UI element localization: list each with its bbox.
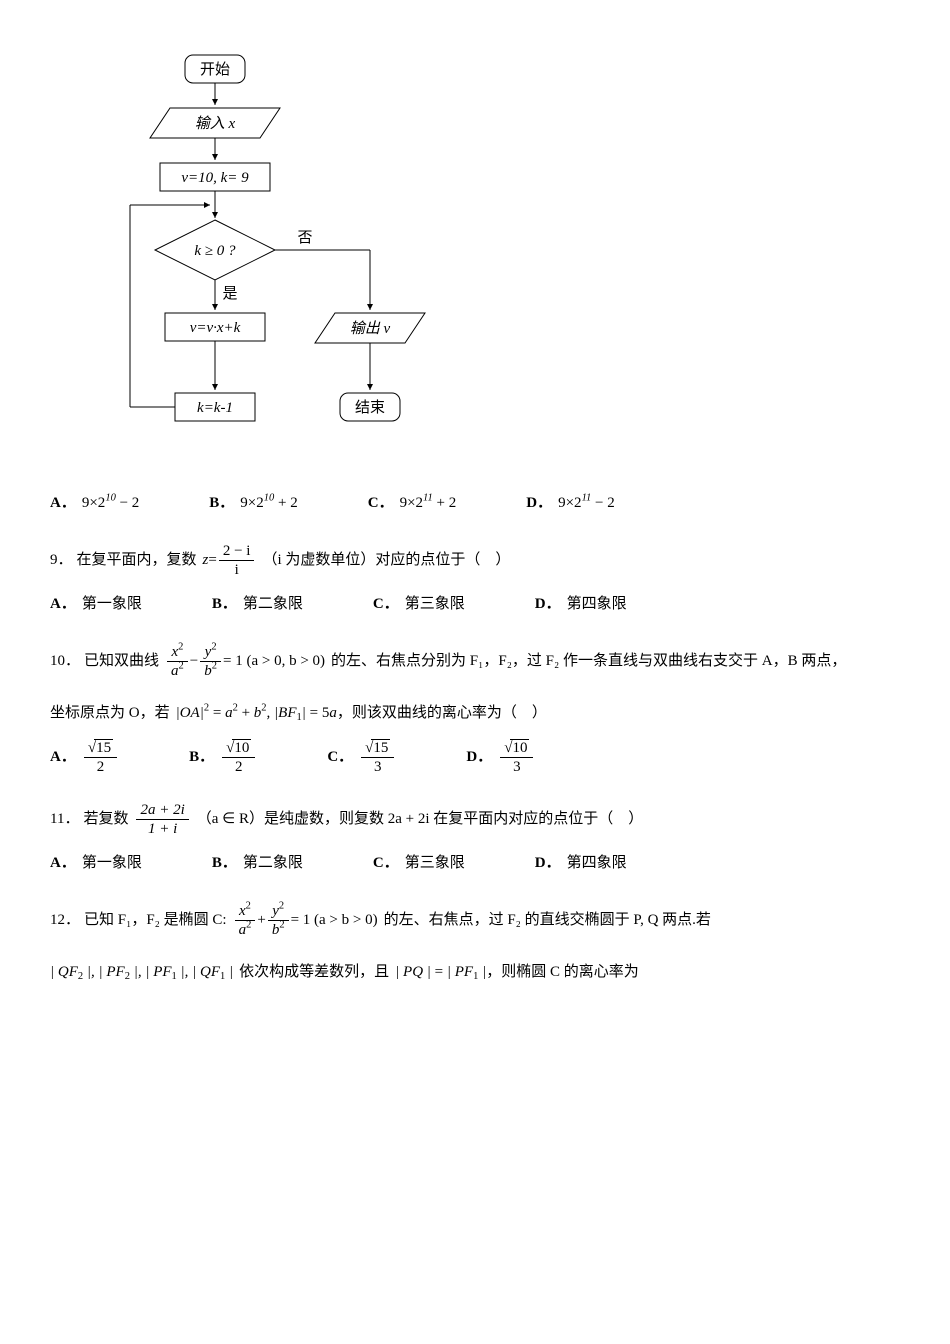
q11-opt-b: B．第二象限: [212, 850, 303, 877]
fc-dec: k=k-1: [197, 400, 233, 416]
q12-line1: 12． 已知 F₁，F₂ 是椭圆 C: x2 a2 + y2 b2 = 1 (a…: [50, 902, 900, 939]
q9-frac: 2 − i i: [219, 542, 255, 579]
q11: 11． 若复数 2a + 2i 1 + i （a ∈ R）是纯虚数，则复数 2a…: [50, 801, 900, 838]
fc-start: 开始: [200, 61, 230, 78]
fc-output: 输出 v: [350, 320, 391, 337]
q9-text-b: （i 为虚数单位）对应的点位于（ ）: [262, 547, 510, 574]
q12-num: 12．: [50, 907, 80, 934]
fc-yes: 是: [222, 286, 237, 302]
q11-opt-d: D．第四象限: [535, 850, 627, 877]
q11-text-a: 若复数: [83, 806, 128, 833]
fc-end: 结束: [355, 399, 385, 416]
q12-yfrac: y2 b2: [268, 902, 289, 939]
q9-opt-b: B．第二象限: [212, 591, 303, 618]
q9-num: 9．: [50, 547, 73, 574]
q12-text-b: 的左、右焦点，过 F₂ 的直线交椭圆于 P, Q 两点.若: [384, 907, 711, 934]
q8-opt-a: A． 9×210 − 2: [50, 490, 139, 517]
q10-text-b: 的左、右焦点分别为 F₁，F₂，过 F₂ 作一条直线与双曲线右支交于 A，B 两…: [331, 648, 846, 675]
q10-opt-b: B． √102: [189, 739, 257, 776]
q11-text-b: （a ∈ R）是纯虚数，则复数 2a + 2i 在复平面内对应的点位于（ ）: [197, 806, 644, 833]
q12-line2: | QF2 |, | PF2 |, | PF1 |, | QF1 | 依次构成等…: [50, 959, 900, 986]
q8-opt-d: D． 9×211 − 2: [526, 490, 615, 517]
q10-line2: 坐标原点为 O，若 |OA|2 = a2 + b2, |BF1| = 5a ，则…: [50, 700, 900, 727]
q9-options: A．第一象限 B．第二象限 C．第三象限 D．第四象限: [50, 591, 900, 618]
q10-yfrac: y2 b2: [200, 643, 221, 680]
q10-num: 10．: [50, 648, 80, 675]
q12-text-c: 依次构成等差数列，且: [239, 959, 389, 986]
fc-step: v=v·x+k: [190, 320, 241, 336]
fc-cond: k ≥ 0 ?: [194, 243, 236, 259]
flowchart: 开始 输入 x v=10, k= 9 k ≥ 0 ? 否 输出 v 结束 是 v…: [110, 50, 900, 470]
q10-text-c: 坐标原点为 O，若: [50, 700, 170, 727]
q12-text-d: ，则椭圆 C 的离心率为: [486, 959, 639, 986]
q10-opt-d: D． √103: [466, 739, 535, 776]
q10-xfrac: x2 a2: [167, 643, 188, 680]
q10-text-d: ，则该双曲线的离心率为（ ）: [337, 700, 547, 727]
fc-input: 输入 x: [195, 115, 236, 132]
q12-xfrac: x2 a2: [235, 902, 256, 939]
q9-opt-a: A．第一象限: [50, 591, 142, 618]
q11-opt-a: A．第一象限: [50, 850, 142, 877]
q9-opt-d: D．第四象限: [535, 591, 627, 618]
q11-options: A．第一象限 B．第二象限 C．第三象限 D．第四象限: [50, 850, 900, 877]
q8-opt-c: C． 9×211 + 2: [368, 490, 457, 517]
q8-options: A． 9×210 − 2 B． 9×210 + 2 C． 9×211 + 2 D…: [50, 490, 900, 517]
q11-frac: 2a + 2i 1 + i: [136, 801, 188, 838]
q12-cond: | PQ | = | PF1 |: [395, 959, 486, 986]
q11-num: 11．: [50, 806, 79, 833]
q12-text-a: 已知 F₁，F₂ 是椭圆 C:: [84, 907, 227, 934]
q10-cond: |OA|2 = a2 + b2, |BF1| = 5a: [176, 700, 337, 727]
fc-no: 否: [297, 230, 312, 246]
q9: 9． 在复平面内，复数 z = 2 − i i （i 为虚数单位）对应的点位于（…: [50, 542, 900, 579]
q10-line1: 10． 已知双曲线 x2 a2 − y2 b2 = 1 (a > 0, b > …: [50, 643, 900, 680]
q8-opt-b: B． 9×210 + 2: [209, 490, 297, 517]
q10-options: A． √152 B． √102 C． √153 D． √103: [50, 739, 900, 776]
q10-text-a: 已知双曲线: [84, 648, 159, 675]
q9-opt-c: C．第三象限: [373, 591, 465, 618]
q12-seq: | QF2 |, | PF2 |, | PF1 |, | QF1 |: [50, 959, 233, 986]
fc-init: v=10, k= 9: [181, 170, 249, 186]
q11-opt-c: C．第三象限: [373, 850, 465, 877]
q9-text-a: 在复平面内，复数: [77, 547, 197, 574]
flowchart-svg: 开始 输入 x v=10, k= 9 k ≥ 0 ? 否 输出 v 结束 是 v…: [110, 50, 450, 470]
q10-opt-c: C． √153: [327, 739, 396, 776]
q10-opt-a: A． √152: [50, 739, 119, 776]
